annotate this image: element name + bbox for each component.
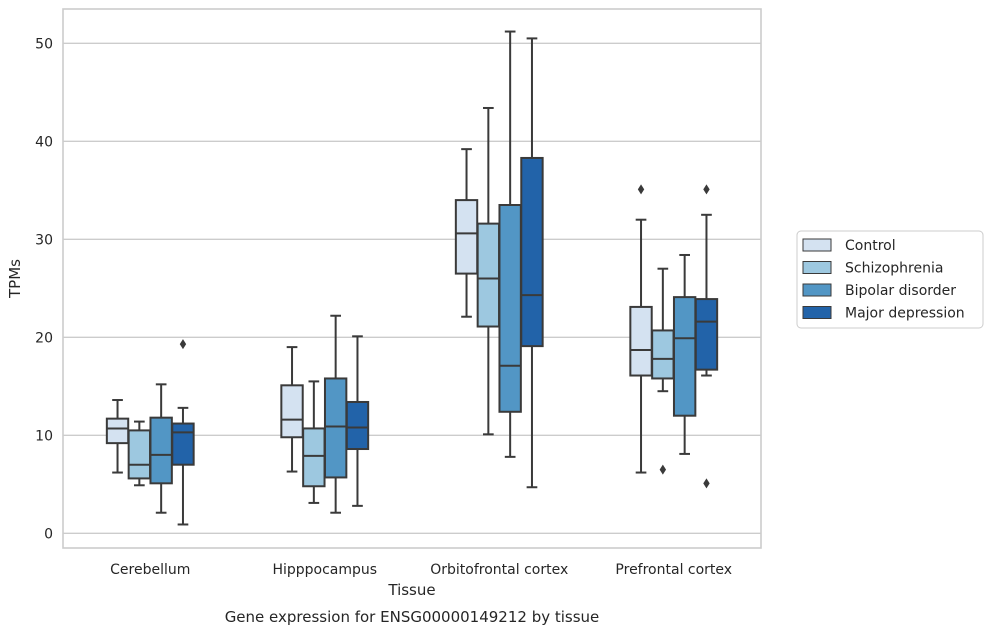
legend: Control Schizophrenia Bipolar disorder Majo…	[796, 230, 984, 329]
box-iqr	[127, 429, 152, 480]
box-iqr	[302, 427, 326, 488]
legend-swatch	[802, 306, 832, 319]
box-bipolar-disorder	[498, 30, 522, 458]
outlier-point	[659, 464, 667, 475]
box-schizophrenia	[476, 106, 501, 436]
legend-label: Control	[845, 238, 896, 254]
box-iqr	[651, 329, 675, 380]
box-control	[105, 399, 130, 474]
y-tick-label: 30	[35, 232, 53, 248]
x-tick-label: Prefrontal cortex	[615, 562, 732, 578]
box-iqr	[694, 298, 719, 371]
outlier-point	[703, 184, 710, 195]
box-major-depression	[520, 37, 544, 489]
box-bipolar-disorder	[672, 253, 697, 455]
legend-label: Major depression	[845, 306, 965, 322]
y-tick-labels: 0 10 20 30 40 50	[35, 36, 53, 542]
y-tick-label: 50	[35, 36, 53, 52]
box-iqr	[323, 377, 348, 479]
box-layer	[105, 30, 719, 526]
legend-label: Schizophrenia	[845, 261, 943, 277]
outlier-point	[703, 478, 710, 489]
box-iqr	[629, 305, 653, 377]
y-axis-label: TPMs	[6, 259, 24, 299]
x-tick-label: Orbitofrontal cortex	[430, 562, 568, 578]
box-bipolar-disorder	[323, 314, 348, 514]
box-iqr	[672, 296, 697, 417]
y-tick-label: 10	[35, 428, 53, 444]
box-schizophrenia	[127, 420, 152, 487]
x-tick-label: Hipppocampus	[272, 562, 377, 578]
chart-caption: Gene expression for ENSG00000149212 by t…	[225, 608, 600, 626]
x-tick-label: Cerebellum	[110, 562, 190, 578]
box-iqr	[454, 199, 479, 275]
box-iqr	[149, 416, 173, 485]
box-major-depression	[694, 184, 719, 489]
box-iqr	[280, 384, 304, 439]
box-iqr	[498, 204, 522, 413]
legend-swatch	[802, 283, 832, 297]
y-tick-label: 40	[35, 134, 53, 150]
box-major-depression	[171, 339, 195, 526]
x-tick-labels: Cerebellum Hipppocampus Orbitofrontal cort…	[110, 562, 732, 578]
box-iqr	[520, 156, 544, 348]
outlier-point	[637, 184, 645, 195]
box-iqr	[171, 422, 195, 466]
box-iqr	[105, 417, 130, 445]
legend-frame	[796, 230, 984, 329]
legend-label: Bipolar disorder	[845, 283, 956, 299]
box-control	[280, 346, 304, 473]
box-iqr	[345, 400, 370, 451]
legend-swatch	[802, 238, 832, 252]
box-schizophrenia	[302, 380, 326, 504]
box-control	[629, 184, 653, 474]
y-tick-label: 0	[44, 526, 53, 542]
y-tick-label: 20	[35, 330, 53, 346]
box-major-depression	[345, 335, 370, 507]
legend-swatch	[802, 261, 832, 274]
x-axis-label: Tissue	[387, 581, 435, 599]
box-schizophrenia	[651, 267, 675, 475]
box-control	[454, 148, 479, 318]
outlier-point	[179, 339, 187, 350]
box-bipolar-disorder	[149, 383, 173, 514]
plot-frame	[62, 8, 762, 549]
box-iqr	[476, 222, 501, 328]
